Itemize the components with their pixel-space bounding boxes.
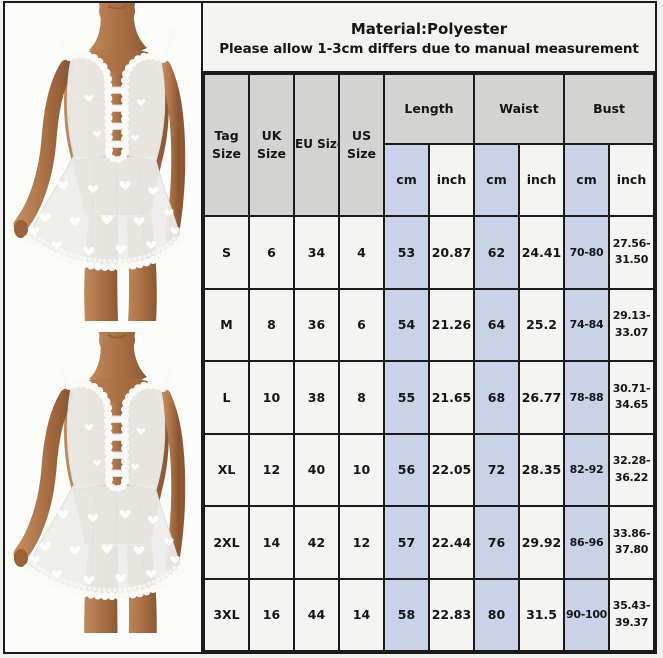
table-cell: 21.65 [428, 360, 475, 435]
table-cell: 25.2 [518, 287, 565, 362]
size-table: Tag Size UK Size EU Size US Size Length … [203, 73, 655, 652]
table-row-l: L 10 38 8 55 21.65 68 26.77 78-88 30.71-… [203, 360, 655, 435]
group-header-waist: Waist [473, 73, 565, 145]
table-cell: 40 [293, 432, 340, 507]
table-cell: 28.35 [518, 432, 565, 507]
table-cell: 32.28-36.22 [608, 432, 655, 507]
table-cell: 70-80 [563, 215, 610, 290]
table-cell: 21.26 [428, 287, 475, 362]
table-cell: 86-96 [563, 505, 610, 580]
unit-header-bust-inch: inch [608, 143, 655, 217]
table-cell: 74-84 [563, 287, 610, 362]
table-cell: 14 [338, 577, 385, 652]
table-cell: 33.86-37.80 [608, 505, 655, 580]
table-cell: 22.05 [428, 432, 475, 507]
table-cell: 90-100 [563, 577, 610, 652]
table-cell: M [203, 287, 250, 362]
table-header-row: Tag Size UK Size EU Size US Size Length … [203, 73, 655, 217]
table-cell: 76 [473, 505, 520, 580]
table-cell: 78-88 [563, 360, 610, 435]
table-cell: XL [203, 432, 250, 507]
table-cell: 27.56-31.50 [608, 215, 655, 290]
table-cell: 82-92 [563, 432, 610, 507]
col-header-uk-size: UK Size [248, 73, 295, 217]
table-cell: L [203, 360, 250, 435]
table-cell: 57 [383, 505, 430, 580]
table-cell: 64 [473, 287, 520, 362]
table-cell: S [203, 215, 250, 290]
table-cell: 6 [248, 215, 295, 290]
table-cell: 29.92 [518, 505, 565, 580]
table-cell: 35.43-39.37 [608, 577, 655, 652]
table-cell: 62 [473, 215, 520, 290]
table-cell: 26.77 [518, 360, 565, 435]
unit-header-length-cm: cm [383, 143, 430, 217]
outer-frame: Material:Polyester Please allow 1-3cm di… [3, 1, 657, 654]
product-photo-bottom [5, 332, 201, 633]
table-cell: 55 [383, 360, 430, 435]
col-header-us-size: US Size [338, 73, 385, 217]
table-cell: 8 [338, 360, 385, 435]
table-cell: 3XL [203, 577, 250, 652]
table-cell: 12 [338, 505, 385, 580]
unit-header-waist-inch: inch [518, 143, 565, 217]
table-cell: 58 [383, 577, 430, 652]
table-cell: 6 [338, 287, 385, 362]
table-cell: 68 [473, 360, 520, 435]
unit-header-waist-cm: cm [473, 143, 520, 217]
table-cell: 30.71-34.65 [608, 360, 655, 435]
size-chart-section: Material:Polyester Please allow 1-3cm di… [203, 3, 655, 652]
table-cell: 72 [473, 432, 520, 507]
col-header-eu-size: EU Size [293, 73, 340, 217]
table-cell: 4 [338, 215, 385, 290]
table-cell: 22.83 [428, 577, 475, 652]
table-cell: 38 [293, 360, 340, 435]
table-cell: 56 [383, 432, 430, 507]
table-cell: 10 [338, 432, 385, 507]
table-cell: 20.87 [428, 215, 475, 290]
col-header-tag-size: Tag Size [203, 73, 250, 217]
table-units-row: cm inch cm inch cm inch [204, 143, 655, 217]
table-cell: 10 [248, 360, 295, 435]
unit-header-length-inch: inch [428, 143, 475, 217]
unit-header-bust-cm: cm [563, 143, 610, 217]
group-header-bust: Bust [563, 73, 655, 145]
table-cell: 12 [248, 432, 295, 507]
table-row-s: S 6 34 4 53 20.87 62 24.41 70-80 27.56-3… [203, 215, 655, 290]
table-row-3xl: 3XL 16 44 14 58 22.83 80 31.5 90-100 35.… [203, 577, 655, 652]
table-cell: 14 [248, 505, 295, 580]
table-cell: 44 [293, 577, 340, 652]
table-cell: 54 [383, 287, 430, 362]
table-cell: 22.44 [428, 505, 475, 580]
table-cell: 53 [383, 215, 430, 290]
product-photo-top [5, 3, 201, 321]
table-cell: 42 [293, 505, 340, 580]
measurement-note: Please allow 1-3cm differs due to manual… [219, 40, 639, 57]
table-cell: 34 [293, 215, 340, 290]
group-header-length: Length [383, 73, 475, 145]
table-cell: 36 [293, 287, 340, 362]
material-banner: Material:Polyester Please allow 1-3cm di… [203, 3, 655, 73]
table-row-m: M 8 36 6 54 21.26 64 25.2 74-84 29.13-33… [203, 287, 655, 362]
table-row-xl: XL 12 40 10 56 22.05 72 28.35 82-92 32.2… [203, 432, 655, 507]
table-cell: 80 [473, 577, 520, 652]
product-photo-panel [5, 3, 203, 652]
table-cell: 2XL [203, 505, 250, 580]
table-cell: 31.5 [518, 577, 565, 652]
material-title: Material:Polyester [350, 19, 508, 38]
table-cell: 24.41 [518, 215, 565, 290]
table-cell: 16 [248, 577, 295, 652]
table-row-2xl: 2XL 14 42 12 57 22.44 76 29.92 86-96 33.… [203, 505, 655, 580]
table-cell: 8 [248, 287, 295, 362]
table-cell: 29.13-33.07 [608, 287, 655, 362]
